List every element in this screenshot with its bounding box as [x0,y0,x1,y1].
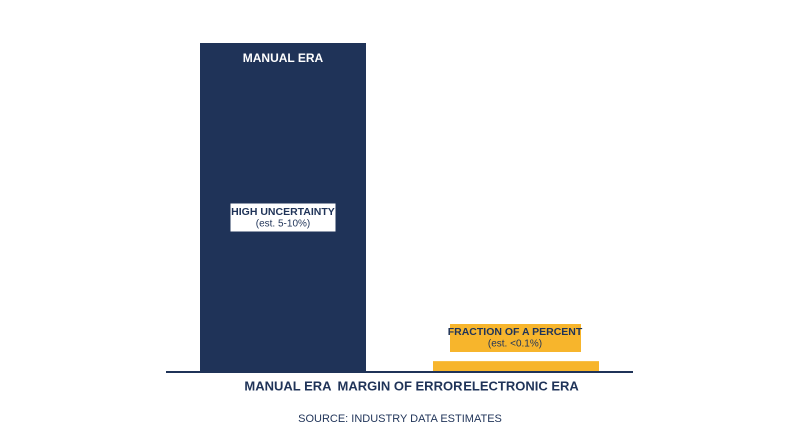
x-tick-label: ELECTRONIC ERA [463,378,579,393]
annotation-box [450,324,581,352]
source: SOURCE: INDUSTRY DATA ESTIMATES [298,413,502,425]
annotation-title: FRACTION OF A PERCENT [448,326,583,338]
annotation-text: (est. <0.1%) [488,339,542,350]
annotation-text: (est. 5-10%) [256,219,310,230]
x-axis-label: MARGIN OF ERROR [338,378,464,393]
bar [433,361,599,372]
annotation-box [229,202,337,233]
annotation-title: HIGH UNCERTAINTY [231,206,335,218]
bar-label: MANUAL ERA [243,51,324,65]
x-tick-label: MANUAL ERA [244,378,332,393]
